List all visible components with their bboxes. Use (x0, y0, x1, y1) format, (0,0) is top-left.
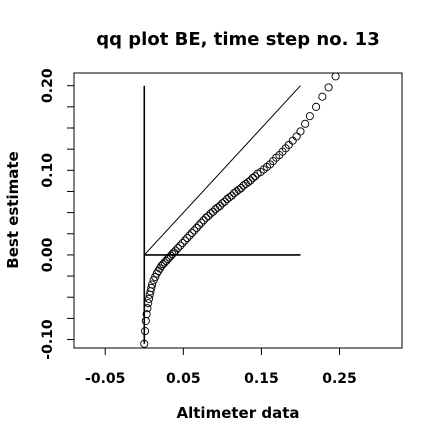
data-point (206, 209, 215, 218)
data-point (318, 92, 327, 101)
data-point (215, 201, 225, 210)
data-point (187, 228, 196, 237)
data-point (192, 223, 201, 232)
data-point (301, 119, 310, 128)
data-point (183, 233, 192, 243)
data-point (190, 226, 199, 235)
x-axis-title: Altimeter data (177, 404, 300, 422)
data-point (324, 83, 333, 92)
data-point (225, 193, 234, 202)
y-tick-label: 0.20 (40, 68, 56, 103)
data-point (220, 197, 229, 206)
identity-reference-line (143, 85, 301, 256)
data-point (194, 221, 204, 230)
data-point (142, 310, 151, 319)
x-tick-label: 0.05 (166, 371, 201, 387)
data-point (204, 211, 213, 221)
data-point (199, 216, 208, 225)
data-point (140, 339, 149, 348)
y-tick-label: 0.00 (40, 237, 56, 272)
data-point (292, 132, 301, 141)
plot-frame (73, 72, 403, 349)
data-point (331, 72, 340, 81)
x-tick-label: 0.15 (244, 371, 279, 387)
data-point (147, 283, 156, 292)
y-tick-label: -0.10 (40, 319, 56, 360)
y-axis-title: Best estimate (4, 151, 22, 268)
data-point (244, 178, 253, 187)
data-point (180, 236, 189, 245)
y-tick-label: 0.10 (40, 153, 56, 188)
data-point (208, 207, 218, 216)
data-point (305, 112, 314, 121)
data-point (173, 244, 182, 253)
data-point (237, 184, 246, 193)
data-point (234, 185, 243, 194)
data-point (218, 199, 227, 208)
data-point (312, 102, 321, 111)
data-point (143, 304, 152, 313)
data-point (144, 299, 153, 308)
data-point (213, 203, 222, 212)
data-point (251, 172, 260, 181)
data-point (141, 327, 150, 336)
data-point (185, 231, 194, 240)
x-tick-label: 0.25 (322, 371, 357, 387)
data-point (246, 176, 255, 185)
data-point (197, 218, 206, 227)
chart-title: qq plot BE, time step no. 13 (96, 29, 379, 50)
data-point (171, 246, 180, 255)
data-point (144, 294, 154, 303)
data-point (178, 239, 187, 248)
data-point (148, 280, 157, 289)
data-point (248, 173, 257, 182)
data-point (296, 127, 305, 136)
data-point (227, 191, 236, 200)
data-point (201, 213, 211, 222)
data-point (176, 241, 185, 250)
x-tick-label: -0.05 (85, 371, 125, 387)
